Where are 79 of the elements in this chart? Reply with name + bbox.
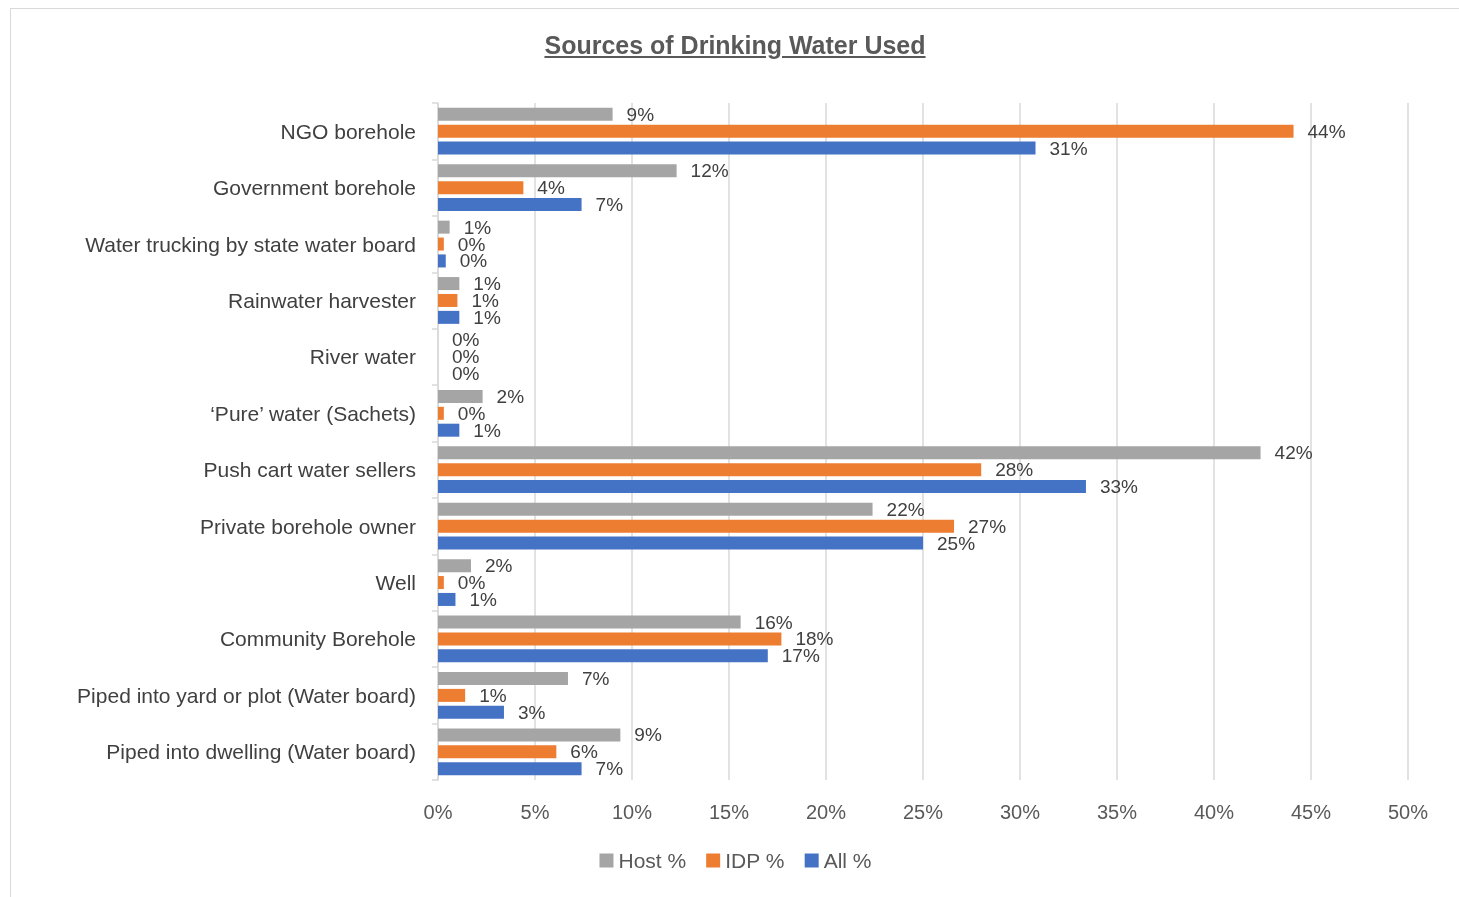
data-label: 4%: [537, 177, 565, 199]
legend-label: All %: [823, 849, 872, 872]
bar: [438, 688, 466, 702]
data-label: 7%: [595, 758, 624, 780]
bar: [438, 423, 460, 437]
x-tick-label: 30%: [999, 801, 1041, 823]
data-label: 28%: [995, 459, 1034, 481]
y-tick-label: Community Borehole: [219, 627, 416, 651]
chart-title: Sources of Drinking Water Used: [544, 31, 926, 60]
data-label: 1%: [479, 684, 507, 706]
x-tick-label: 10%: [611, 801, 653, 823]
bar: [438, 536, 923, 550]
legend-label: Host %: [618, 849, 687, 872]
bar: [438, 463, 982, 477]
bar: [438, 649, 768, 663]
data-label: 31%: [1049, 137, 1088, 159]
data-label: 16%: [754, 611, 793, 633]
y-tick-label: Government borehole: [212, 176, 416, 200]
bar: [438, 502, 873, 516]
bar: [438, 277, 460, 291]
bar: [438, 671, 568, 685]
x-tick-label: 0%: [423, 801, 453, 823]
bar: [438, 254, 446, 268]
bar: [438, 592, 456, 606]
legend-label: IDP %: [725, 849, 785, 872]
bar: [438, 576, 444, 590]
bar: [438, 615, 741, 629]
data-label: 9%: [634, 724, 662, 746]
bar: [438, 559, 471, 573]
bar: [438, 237, 444, 251]
data-label: 12%: [690, 160, 729, 182]
data-label: 9%: [626, 103, 655, 125]
data-label: 2%: [484, 555, 513, 577]
data-label: 3%: [517, 701, 546, 723]
y-tick-label: River water: [309, 345, 416, 369]
bar: [438, 728, 621, 742]
y-tick-label: Well: [375, 571, 416, 595]
data-label: 7%: [595, 194, 624, 216]
data-label: 22%: [886, 498, 925, 520]
data-label: 33%: [1099, 476, 1139, 498]
bar: [438, 762, 582, 776]
data-label: 6%: [570, 741, 598, 763]
x-tick-label: 35%: [1096, 801, 1138, 823]
bar: [438, 220, 450, 234]
bar: [438, 705, 504, 719]
y-tick-label: Private borehole owner: [200, 514, 416, 538]
bar: [438, 389, 483, 403]
x-tick-label: 25%: [902, 801, 944, 823]
bar: [438, 745, 557, 759]
bar: [438, 164, 677, 178]
bar: [438, 446, 1261, 460]
y-tick-label: NGO borehole: [280, 119, 416, 143]
bar: [438, 480, 1086, 494]
y-tick-label: Piped into yard or plot (Water board): [77, 683, 416, 707]
x-tick-label: 40%: [1193, 801, 1235, 823]
bar: [438, 107, 613, 121]
y-tick-label: Push cart water sellers: [203, 458, 416, 482]
data-label: 44%: [1307, 120, 1346, 142]
data-label: 2%: [496, 385, 525, 407]
x-tick-label: 15%: [708, 801, 750, 823]
bar: [438, 141, 1036, 155]
x-tick-label: 45%: [1290, 801, 1332, 823]
bar: [438, 181, 524, 195]
bar: [438, 198, 582, 212]
y-tick-label: Water trucking by state water board: [85, 232, 416, 256]
data-label: 7%: [581, 667, 610, 689]
y-tick-label: Piped into dwelling (Water board): [106, 740, 416, 764]
bar: [438, 519, 955, 533]
bar: [438, 632, 782, 646]
bar: [438, 406, 444, 420]
y-tick-label: ‘Pure’ water (Sachets): [210, 401, 416, 425]
x-tick-label: 5%: [520, 801, 550, 823]
data-label: 42%: [1274, 442, 1313, 464]
bar: [438, 124, 1294, 138]
bar: [438, 293, 458, 307]
x-tick-label: 50%: [1387, 801, 1429, 823]
y-tick-label: Rainwater harvester: [228, 288, 416, 312]
bar: [438, 310, 460, 324]
x-tick-label: 20%: [805, 801, 847, 823]
